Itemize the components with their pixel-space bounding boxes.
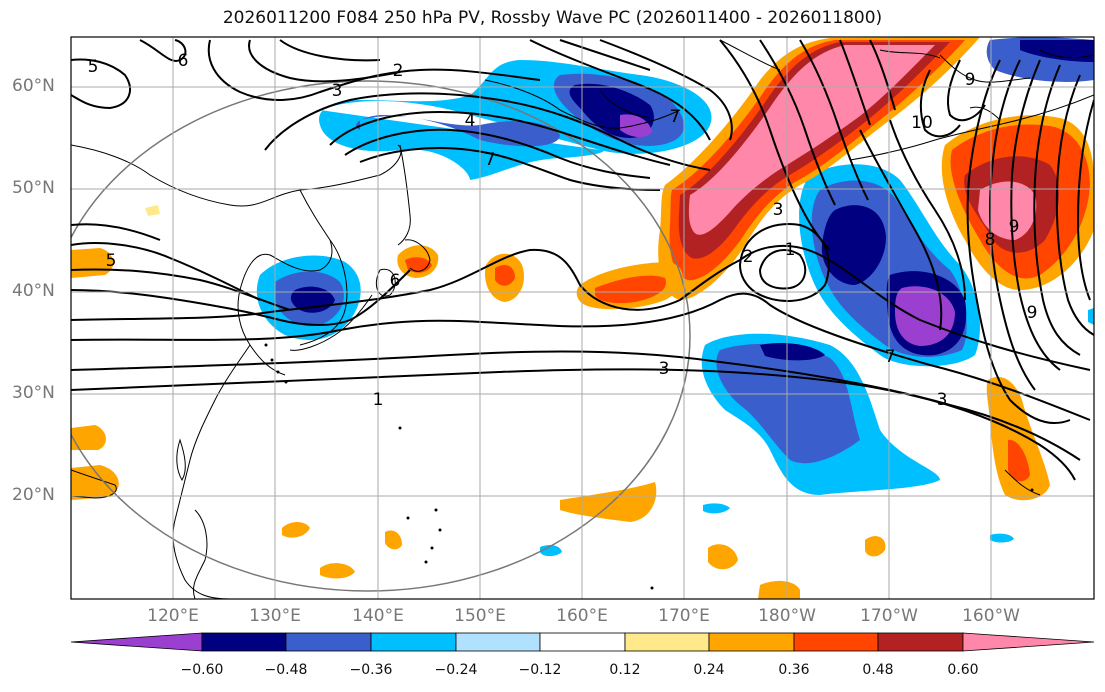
colorbar-segment: [370, 632, 457, 652]
lon-label: 160°W: [962, 606, 1020, 626]
contour-label: 7: [485, 150, 496, 170]
colorbar-tick-label: 0.48: [862, 662, 894, 678]
contour-label: 5: [88, 57, 99, 77]
coastlines: [71, 39, 1094, 599]
colorbar-tick-label: 0.24: [693, 662, 725, 678]
colorbar-tick-label: −0.12: [518, 662, 562, 678]
contour-label: 3: [659, 359, 670, 379]
contour-label: 9: [1027, 303, 1038, 323]
colorbar-segment: [877, 632, 964, 652]
contour-label: 9: [1009, 217, 1020, 237]
lat-label: 30°N: [12, 383, 55, 403]
colorbar-tick-label: 0.60: [947, 662, 979, 678]
contour-label: 5: [106, 251, 117, 271]
colorbar: [70, 632, 1095, 652]
map-frame: [70, 36, 1095, 600]
lat-label: 50°N: [12, 178, 55, 198]
contour-label: 1: [785, 240, 796, 260]
colorbar-segment: [285, 632, 372, 652]
map-title: 2026011200 F084 250 hPa PV, Rossby Wave …: [222, 8, 883, 28]
lon-label: 150°E: [454, 606, 506, 626]
contour-label: 2: [393, 61, 404, 81]
contour-label: 4: [465, 111, 476, 131]
contour-labels: 6 5 2 3 4 7 1 5 6 3 7 9 3 7 10 8 9 9 2 1…: [88, 51, 1038, 410]
lon-label: 170°E: [658, 606, 710, 626]
colorbar-segment: [962, 632, 1095, 652]
lon-label: 140°E: [352, 606, 404, 626]
contour-label: 3: [773, 200, 784, 220]
colorbar-tick-label: −0.36: [349, 662, 393, 678]
lon-label: 120°E: [147, 606, 199, 626]
colorbar-segment: [455, 632, 541, 652]
lon-label: 170°W: [860, 606, 918, 626]
colorbar-segment: [624, 632, 710, 652]
lat-label: 60°N: [12, 76, 55, 96]
lat-label: 20°N: [12, 485, 55, 505]
contour-label: 8: [985, 230, 996, 250]
colorbar-segment: [201, 632, 287, 652]
lon-label: 160°E: [556, 606, 608, 626]
lon-label: 130°E: [249, 606, 301, 626]
contour-label: 1: [373, 390, 384, 410]
lat-label: 40°N: [12, 281, 55, 301]
lon-label: 180°W: [758, 606, 816, 626]
colorbar-tick-label: −0.48: [264, 662, 308, 678]
island-markers: [264, 343, 1034, 590]
colorbar-segment: [793, 632, 879, 652]
colorbar-tick-label: −0.24: [434, 662, 478, 678]
colorbar-tick-label: −0.60: [180, 662, 224, 678]
contour-label: 6: [178, 51, 189, 71]
contour-label: 2: [743, 247, 754, 267]
radius-circle: [71, 80, 691, 592]
contour-label: 7: [885, 347, 896, 367]
colorbar-tick-label: 0.12: [609, 662, 641, 678]
graticule: [71, 37, 1094, 599]
contour-label: 6: [390, 271, 401, 291]
contour-label: 10: [911, 113, 933, 133]
contour-label: 7: [670, 107, 681, 127]
colorbar-tick-label: 0.36: [778, 662, 810, 678]
contour-label: 9: [965, 70, 976, 90]
pv-shading: [71, 37, 1094, 599]
colorbar-segment: [539, 632, 626, 652]
contour-label: 3: [332, 81, 343, 101]
colorbar-segment: [70, 632, 203, 652]
colorbar-segment: [708, 632, 795, 652]
contour-label: 3: [937, 390, 948, 410]
